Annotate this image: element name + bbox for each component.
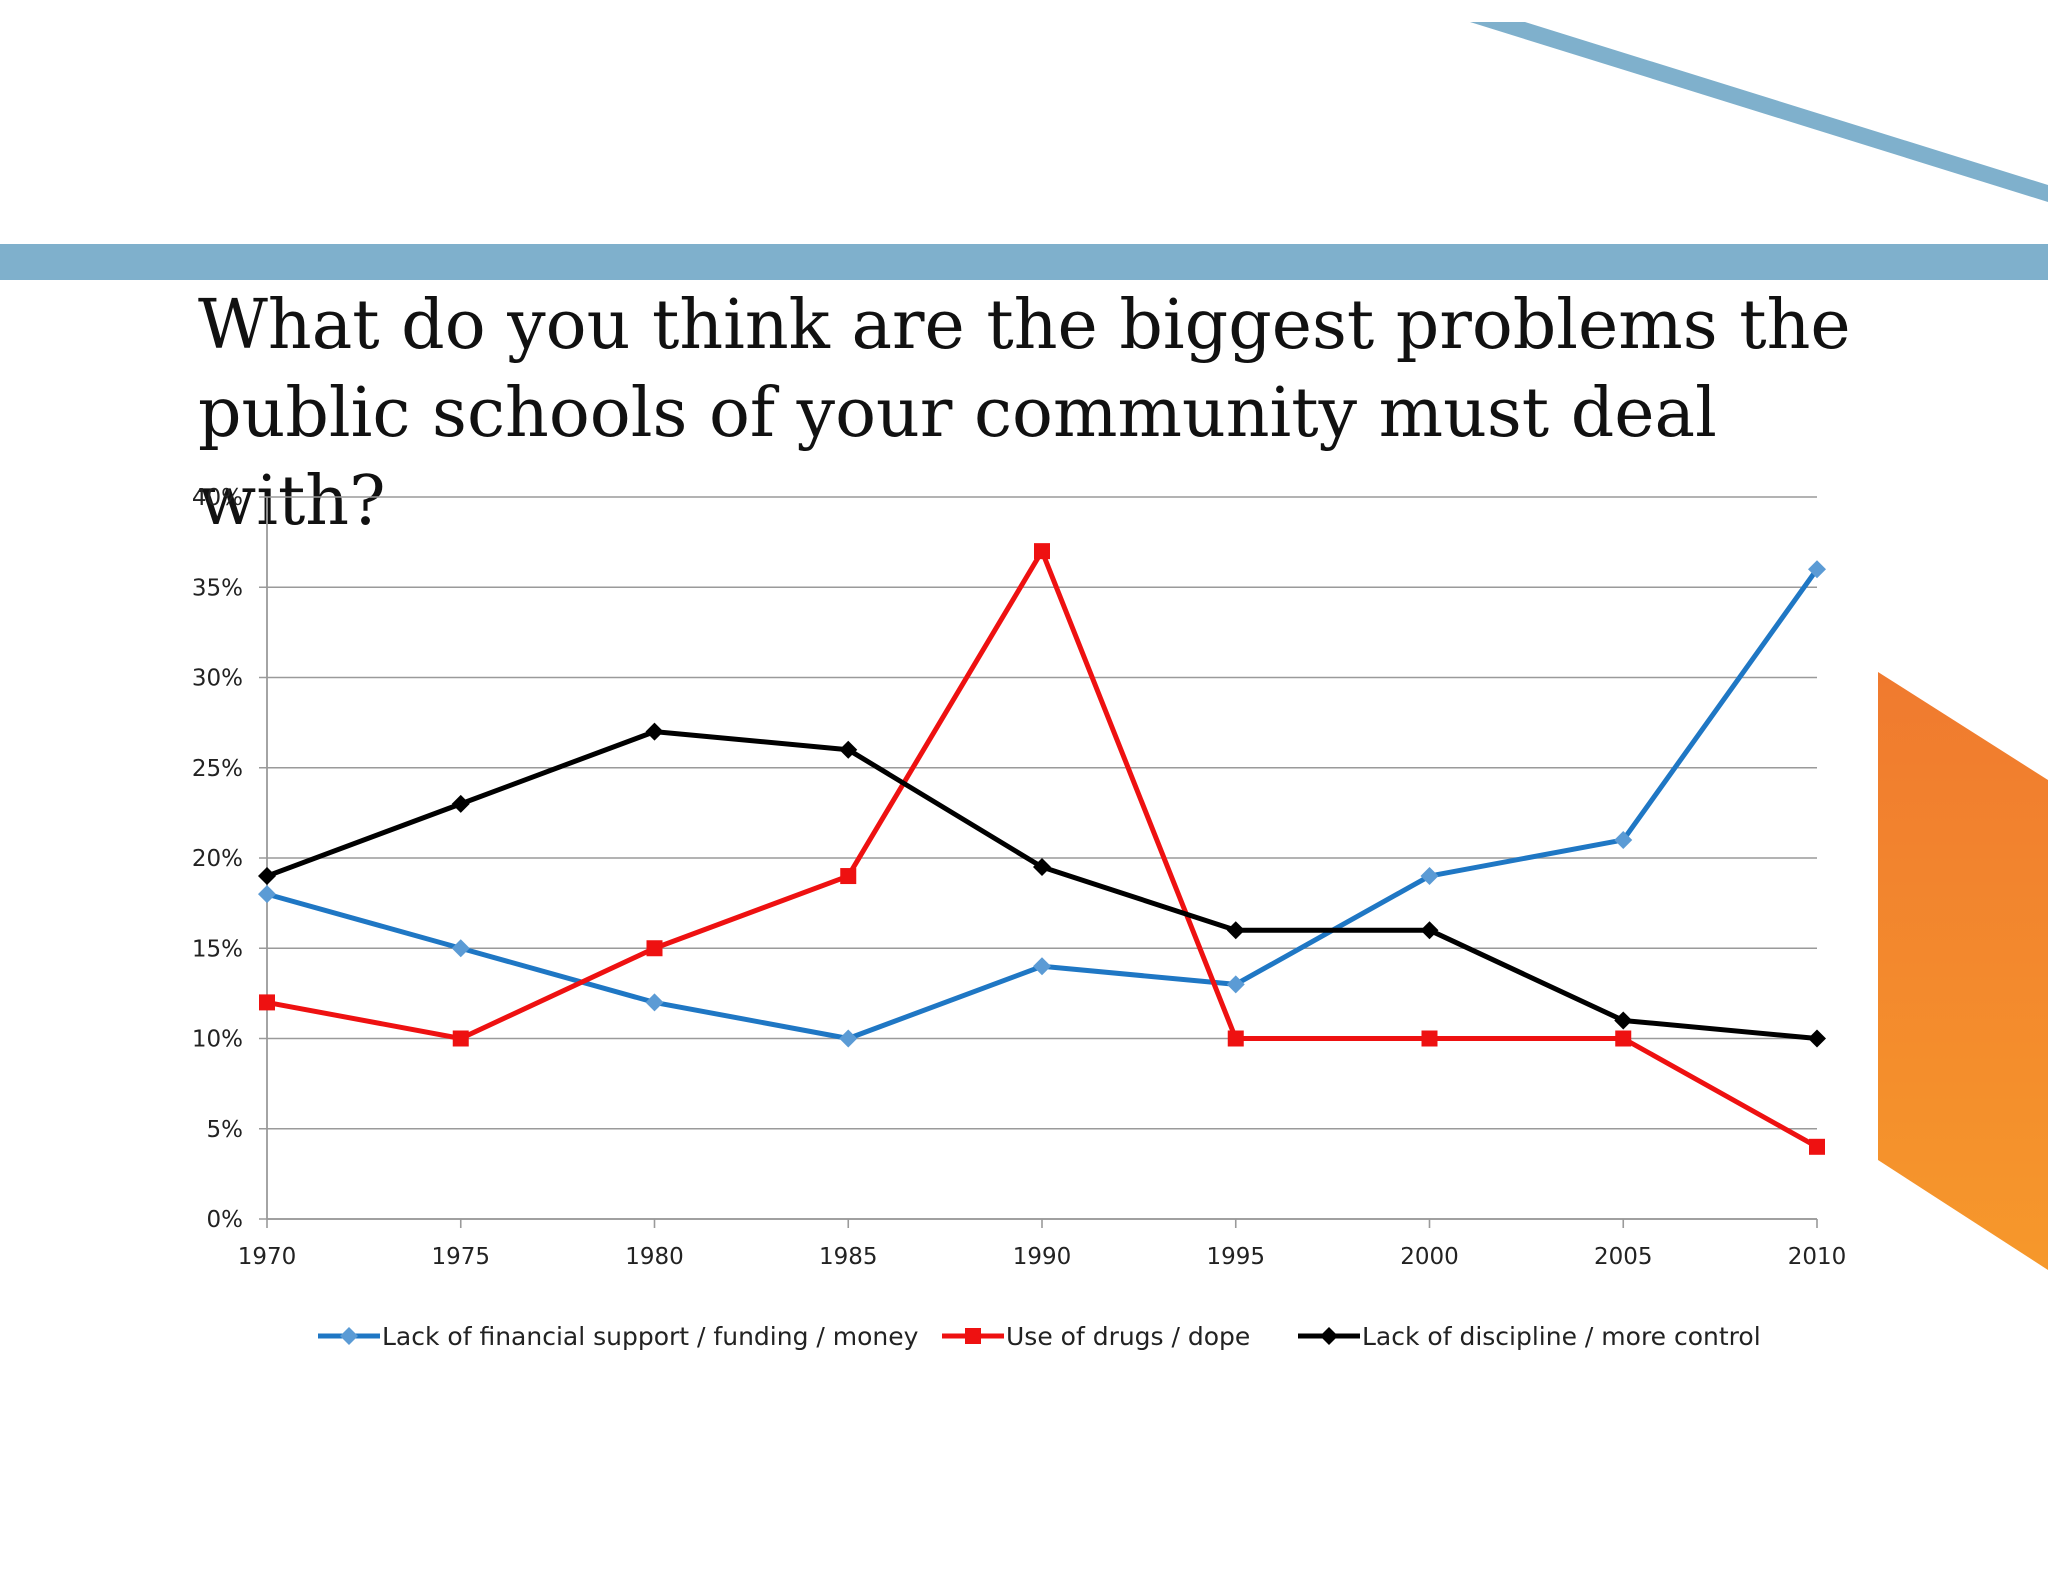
x-tick-label: 1995 xyxy=(1206,1244,1265,1270)
series-1-point xyxy=(1226,975,1245,994)
series-1 xyxy=(258,560,1826,1048)
y-tick-label: 35% xyxy=(192,575,243,601)
orange-accent-shape xyxy=(1878,672,2048,1270)
legend-label: Lack of financial support / funding / mo… xyxy=(382,1322,919,1351)
series-1-point xyxy=(1033,957,1051,976)
series-3-point xyxy=(451,794,470,813)
series-3-line xyxy=(264,729,1820,1041)
x-tick-label: 1990 xyxy=(1013,1244,1072,1270)
series-2-point xyxy=(1034,543,1050,560)
x-tick-label: 2005 xyxy=(1594,1244,1653,1270)
series-1-point xyxy=(1808,560,1826,579)
series-2-point xyxy=(452,1030,469,1047)
y-tick-label: 20% xyxy=(192,846,243,872)
series-3-point xyxy=(1808,1029,1826,1048)
x-tick-label: 1980 xyxy=(625,1244,684,1270)
series-3 xyxy=(258,722,1826,1048)
x-tick-label: 2010 xyxy=(1788,1244,1847,1270)
top-accent-bar xyxy=(0,244,2048,280)
legend-label: Lack of discipline / more control xyxy=(1362,1322,1761,1351)
series-1-point xyxy=(1420,867,1439,886)
legend-item-2: Use of drugs / dope xyxy=(942,1322,1250,1351)
x-tick-label: 1985 xyxy=(819,1244,878,1270)
series-1-point xyxy=(451,939,470,958)
y-tick-label: 40% xyxy=(192,485,243,511)
legend-item-1: Lack of financial support / funding / mo… xyxy=(318,1322,919,1351)
legend: Lack of financial support / funding / mo… xyxy=(318,1322,1761,1351)
y-tick-label: 10% xyxy=(192,1027,243,1053)
series-3-point xyxy=(1033,858,1051,877)
series-2-point xyxy=(1615,1030,1632,1047)
legend-item-3: Lack of discipline / more control xyxy=(1298,1322,1761,1351)
series-2-point xyxy=(259,994,275,1011)
x-tick-label: 1975 xyxy=(431,1244,490,1270)
series-3-point xyxy=(258,867,276,886)
series-1-point xyxy=(645,993,664,1012)
series-1-point xyxy=(258,885,276,904)
y-tick-label: 30% xyxy=(192,666,243,692)
legend-swatch-marker xyxy=(965,1328,981,1344)
chart-title: What do you think are the biggest proble… xyxy=(198,286,1851,541)
y-tick-label: 0% xyxy=(207,1207,244,1233)
y-tick-label: 15% xyxy=(192,936,243,962)
series-3-point xyxy=(645,722,664,741)
series-3-point xyxy=(1420,921,1439,940)
x-tick-label: 2000 xyxy=(1400,1244,1459,1270)
series-2-point xyxy=(1227,1030,1244,1047)
series-2-point xyxy=(646,940,663,957)
x-tick-label: 1970 xyxy=(238,1244,297,1270)
series-lines xyxy=(258,543,1826,1155)
legend-label: Use of drugs / dope xyxy=(1006,1322,1250,1351)
series-2-point xyxy=(840,868,857,885)
x-axis-tick-labels: 1970 1975 1980 1985 1990 1995 2000 2005 2010 xyxy=(238,1244,1847,1270)
series-3-point xyxy=(1226,921,1245,940)
series-2-point xyxy=(1809,1138,1825,1155)
series-1-point xyxy=(1614,830,1633,849)
y-tick-label: 25% xyxy=(192,756,243,782)
y-tick-label: 5% xyxy=(207,1117,244,1143)
series-1-point xyxy=(839,1029,858,1048)
series-3-point xyxy=(1614,1011,1633,1030)
series-3-point xyxy=(839,740,858,759)
legend-swatch-marker xyxy=(340,1327,358,1345)
legend-swatch-marker xyxy=(1320,1327,1338,1345)
series-2-point xyxy=(1421,1030,1438,1047)
y-axis-tick-labels: 0% 5% 10% 15% 20% 25% 30% 35% 40% xyxy=(192,485,243,1233)
diagonal-accent-stripe xyxy=(1470,22,2048,202)
series-2 xyxy=(259,543,1825,1155)
